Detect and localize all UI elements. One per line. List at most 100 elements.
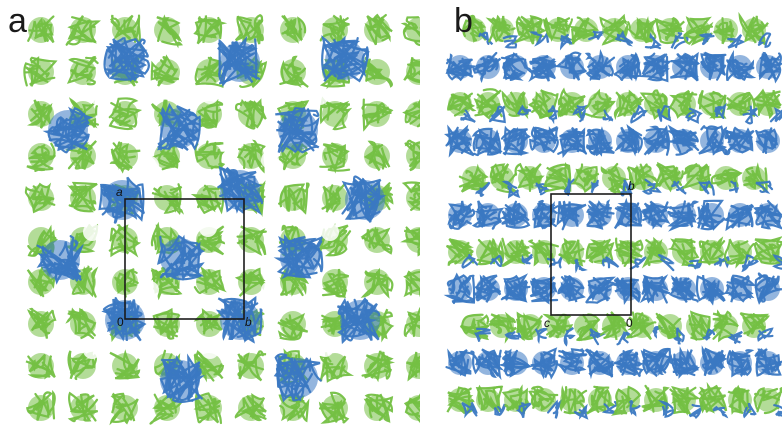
solvent-channel: [141, 281, 159, 299]
blue-subunit: [725, 49, 757, 82]
solvent-channel: [311, 87, 329, 105]
solvent-channel: [83, 223, 101, 241]
blue-subunit: [559, 33, 574, 51]
blue-subunit: [478, 31, 494, 46]
blue-subunit: [667, 200, 700, 232]
blue-subunit: [629, 400, 641, 417]
green-subunit: [195, 225, 226, 256]
blue-subunit: [755, 180, 774, 194]
green-subunit: [236, 225, 267, 256]
blue-subunit: [472, 274, 502, 303]
blue-subunit: [658, 254, 675, 272]
blue-subunit: [529, 276, 559, 305]
green-subunit: [752, 88, 782, 120]
blue-subunit: [273, 234, 324, 280]
solvent-channel: [89, 87, 107, 105]
green-subunit: [65, 307, 97, 340]
blue-subunit: [473, 327, 491, 343]
green-subunit: [570, 163, 600, 193]
origin-label-b: 0: [626, 316, 633, 330]
crystal-lattice-view-a: a 0 b: [23, 13, 420, 426]
green-subunit: [26, 307, 57, 339]
blue-subunit: [534, 327, 548, 345]
axis-label-b-top: b: [628, 179, 635, 193]
blue-subunit: [724, 126, 755, 156]
green-subunit: [360, 226, 393, 255]
blue-subunit: [700, 51, 727, 81]
blue-subunit: [445, 53, 478, 82]
blue-subunit: [728, 180, 739, 194]
blue-subunit: [584, 49, 616, 82]
panel-letter-a: a: [8, 2, 27, 40]
blue-subunit: [555, 51, 587, 81]
blue-subunit: [273, 353, 322, 403]
blue-subunit: [42, 106, 94, 154]
solvent-channel: [199, 219, 217, 237]
green-subunit: [24, 182, 56, 214]
green-subunit: [445, 237, 475, 266]
blue-subunit: [758, 51, 782, 84]
crystal-lattice-view-b: b c 0: [443, 11, 782, 420]
blue-subunit: [695, 199, 726, 231]
axis-label-a: a: [116, 185, 123, 199]
green-subunit: [152, 307, 181, 340]
blue-subunit: [500, 125, 531, 156]
blue-subunit: [156, 102, 201, 151]
green-subunit: [626, 163, 659, 194]
blue-subunit: [498, 348, 532, 378]
blue-subunit: [589, 328, 607, 346]
blue-subunit: [159, 353, 206, 404]
origin-label-a: 0: [117, 315, 124, 329]
solvent-channel: [83, 341, 101, 359]
blue-subunit: [754, 127, 778, 154]
blue-subunit: [530, 347, 559, 380]
green-subunit: [321, 184, 345, 213]
blue-subunit: [471, 348, 505, 381]
green-subunit: [402, 99, 420, 128]
green-subunit: [712, 309, 739, 343]
green-subunit: [400, 16, 420, 47]
green-subunit: [475, 384, 504, 413]
blue-subunit: [671, 180, 687, 195]
panel-b: b c 0 b: [440, 0, 782, 439]
green-subunit: [364, 13, 393, 46]
blue-subunit: [321, 35, 371, 83]
solvent-channel: [261, 151, 279, 169]
blue-subunit: [586, 199, 615, 230]
blue-subunit: [727, 34, 746, 49]
green-subunit: [108, 224, 142, 258]
blue-subunit: [614, 123, 643, 157]
blue-subunit: [532, 199, 559, 230]
blue-subunit: [639, 52, 673, 83]
blue-subunit: [695, 275, 726, 306]
blue-subunit: [574, 259, 588, 274]
green-subunit: [193, 266, 227, 295]
blue-subunit: [752, 200, 782, 230]
blue-subunit: [613, 349, 644, 378]
green-subunit: [669, 385, 701, 417]
blue-subunit: [588, 30, 605, 41]
solvent-channel: [141, 156, 159, 174]
lattice-packing-a: [23, 13, 420, 426]
blue-subunit: [460, 109, 476, 123]
green-subunit: [404, 139, 420, 172]
green-subunit: [321, 268, 350, 298]
green-subunit: [753, 387, 782, 415]
blue-subunit: [573, 403, 590, 420]
blue-subunit: [500, 52, 532, 82]
green-subunit: [26, 389, 56, 421]
green-subunit: [403, 393, 420, 424]
blue-subunit: [461, 253, 479, 269]
blue-subunit: [101, 297, 147, 342]
blue-subunit: [641, 200, 671, 230]
blue-subunit: [475, 181, 491, 198]
blue-subunit: [698, 125, 729, 156]
blue-subunit: [615, 30, 634, 47]
blue-subunit: [493, 403, 506, 416]
blue-subunit: [528, 55, 560, 83]
blue-subunit: [275, 106, 320, 154]
green-subunit: [71, 265, 99, 298]
green-subunit: [234, 393, 267, 422]
blue-subunit: [504, 328, 524, 340]
blue-subunit: [613, 197, 643, 230]
